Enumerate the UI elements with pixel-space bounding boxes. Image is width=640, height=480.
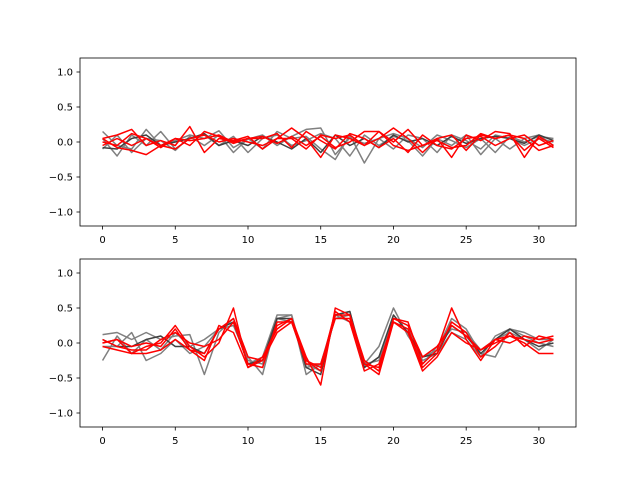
bottom-y-tick-label: 0.0	[57, 339, 73, 350]
top-series-line-7	[102, 130, 554, 156]
bottom-x-tick-label: 5	[172, 436, 178, 447]
top-x-tick-label: 0	[99, 235, 105, 246]
top-y-tick-label: 1.0	[57, 68, 73, 79]
bottom-subplot: 0 5 10 15 20 25 30 −1.0 −0.5 0.0 0.5 1.0	[49, 258, 577, 447]
bottom-x-tick-label: 20	[387, 436, 400, 447]
top-x-tick-label: 15	[314, 235, 327, 246]
bottom-x-tick-label: 10	[242, 436, 255, 447]
bottom-y-tick-label: 0.5	[57, 304, 73, 315]
top-series-group	[101, 125, 554, 164]
bottom-series-group	[101, 307, 554, 386]
top-x-tick-label: 10	[242, 235, 255, 246]
top-x-tick-label: 5	[172, 235, 178, 246]
top-x-tick-label: 30	[533, 235, 546, 246]
bottom-series-line-8	[102, 314, 554, 372]
bottom-x-tick-label: 15	[314, 436, 327, 447]
top-y-tick-label: −0.5	[49, 173, 73, 184]
top-y-tick-label: 0.5	[57, 103, 73, 114]
bottom-y-tick-label: −0.5	[49, 374, 73, 385]
top-y-tick-label: 0.0	[57, 138, 73, 149]
bottom-series-line-5	[102, 307, 554, 386]
bottom-y-tick-label: −1.0	[49, 409, 73, 420]
bottom-x-tick-label: 0	[99, 436, 105, 447]
top-x-tick-label: 25	[460, 235, 473, 246]
bottom-x-tick-label: 30	[533, 436, 546, 447]
top-subplot: 0 5 10 15 20 25 30 −1.0 −0.5 0.0 0.5 1.0	[49, 57, 577, 246]
top-y-tick-label: −1.0	[49, 208, 73, 219]
bottom-x-tick-label: 25	[460, 436, 473, 447]
top-series-line-8	[102, 127, 554, 154]
bottom-y-tick-label: 1.0	[57, 269, 73, 280]
top-series-line-5	[102, 125, 554, 159]
top-x-tick-label: 20	[387, 235, 400, 246]
